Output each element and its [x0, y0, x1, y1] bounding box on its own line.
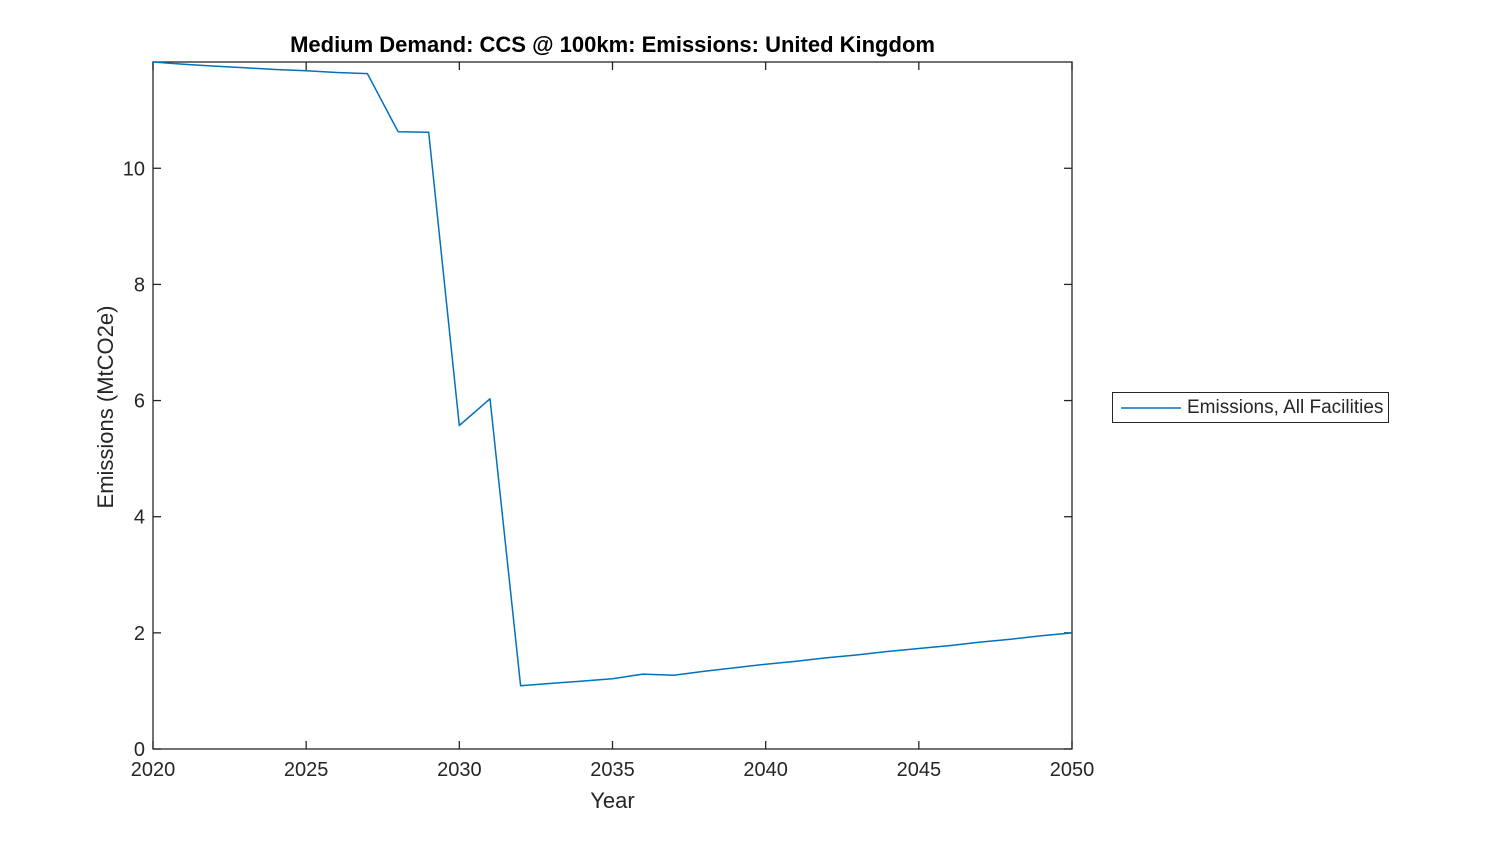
y-tick-label: 4 [134, 507, 145, 529]
x-tick-label: 2035 [590, 759, 635, 781]
legend-label: Emissions, All Facilities [1187, 396, 1384, 418]
x-axis-label: Year [590, 788, 635, 813]
y-tick-label: 6 [134, 391, 145, 413]
y-tick-label: 10 [123, 158, 145, 180]
y-tick-label: 8 [134, 274, 145, 296]
x-tick-label: 2050 [1050, 759, 1095, 781]
x-tick-label: 2020 [131, 759, 176, 781]
x-tick-label: 2030 [437, 759, 482, 781]
y-axis-label: Emissions (MtCO2e) [93, 305, 118, 509]
x-tick-label: 2025 [284, 759, 329, 781]
x-tick-label: 2045 [897, 759, 942, 781]
y-tick-label: 2 [134, 623, 145, 645]
emissions-line [152, 61, 1073, 687]
legend-line-sample [1121, 406, 1181, 409]
x-tick-label: 2040 [743, 759, 788, 781]
axes-box [152, 61, 1073, 750]
legend: Emissions, All Facilities [1112, 392, 1389, 423]
chart-title: Medium Demand: CCS @ 100km: Emissions: U… [290, 32, 935, 57]
y-tick-label: 0 [134, 739, 145, 761]
